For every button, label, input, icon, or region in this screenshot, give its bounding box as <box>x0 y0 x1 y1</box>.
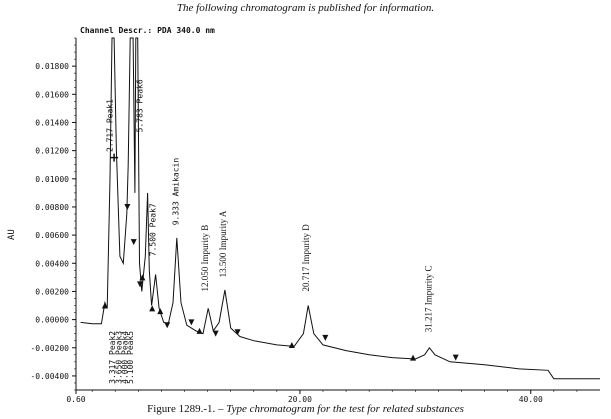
peak-marker <box>149 305 156 312</box>
peak-marker <box>212 330 219 337</box>
x-tick-label: 40.00 <box>519 395 543 404</box>
y-tick-label: 0.00000 <box>35 316 69 325</box>
y-tick-label: 0.01600 <box>35 90 69 99</box>
peak-markers <box>101 153 459 361</box>
header-note: The following chromatogram is published … <box>176 2 435 14</box>
peak-marker <box>322 334 329 341</box>
peak-marker <box>234 329 241 336</box>
peak-marker <box>164 322 171 329</box>
peak-marker <box>124 203 131 210</box>
peak-label: 31.217 Impurity C <box>423 266 433 333</box>
figure-caption: Figure 1289.-1. – Type chromatogram for … <box>0 403 611 415</box>
y-tick-label: 0.01400 <box>35 118 69 127</box>
peak-marker <box>101 302 108 309</box>
cross-marker <box>110 153 119 162</box>
x-tick-label: 0.60 <box>66 395 85 404</box>
peak-label-lower: 4.000 Peak4 <box>120 331 129 384</box>
peak-label: 13.500 Impurity A <box>218 210 228 277</box>
y-tick-label: 0.01000 <box>35 175 69 184</box>
caption-text: Type chromatogram for the test for relat… <box>226 403 464 415</box>
y-tick-label: 0.01800 <box>35 62 69 71</box>
y-ticks: 0.01800 0.01600 0.01400 0.01200 0.01000 0.008… <box>30 37 76 391</box>
peak-marker <box>130 239 137 246</box>
x-ticks: 0.60 20.00 40.00 <box>66 390 578 404</box>
peak-marker <box>137 281 144 288</box>
peak-marker <box>157 308 164 315</box>
y-axis-label: AU <box>7 229 17 240</box>
peak-label: 7.500 Peak7 <box>149 203 158 256</box>
peak-marker <box>188 319 195 326</box>
peak-label: 9.333 Amikacin <box>172 158 181 226</box>
y-tick-label: 0.00200 <box>35 287 69 296</box>
peak-label: 2.717 Peak1 <box>105 99 114 152</box>
peak-label: 12.050 Impurity B <box>200 225 210 292</box>
chromatogram-trace <box>80 37 600 380</box>
caption-prefix: Figure 1289.-1. – <box>147 403 227 415</box>
channel-description: Channel Descr.: PDA 340.0 nm <box>80 26 215 35</box>
peak-marker <box>410 354 417 361</box>
y-tick-label: -0.00400 <box>30 372 69 381</box>
x-tick-label: 20.00 <box>288 395 312 404</box>
y-tick-label: -0.00200 <box>30 344 69 353</box>
peak-label-lower: 3.650 Peak3 <box>115 331 124 384</box>
peak-marker <box>196 327 203 334</box>
y-tick-label: 0.00600 <box>35 231 69 240</box>
y-tick-label: 0.00400 <box>35 259 69 268</box>
peak-marker <box>452 354 459 361</box>
peak-label-lower: 3.317 Peak2 <box>108 331 117 384</box>
peak-label-lower: 5.100 Peak5 <box>126 331 135 384</box>
peak-label: 5.783 Peak6 <box>135 79 144 132</box>
peak-label: 20.717 Impurity D <box>301 224 311 292</box>
peak-marker <box>288 341 295 348</box>
y-tick-label: 0.00800 <box>35 203 69 212</box>
peak-labels: 2.717 Peak1 5.783 Peak6 7.500 Peak7 9.333 A… <box>105 79 433 384</box>
y-tick-label: 0.01200 <box>35 147 69 156</box>
peak-marker <box>139 274 146 281</box>
